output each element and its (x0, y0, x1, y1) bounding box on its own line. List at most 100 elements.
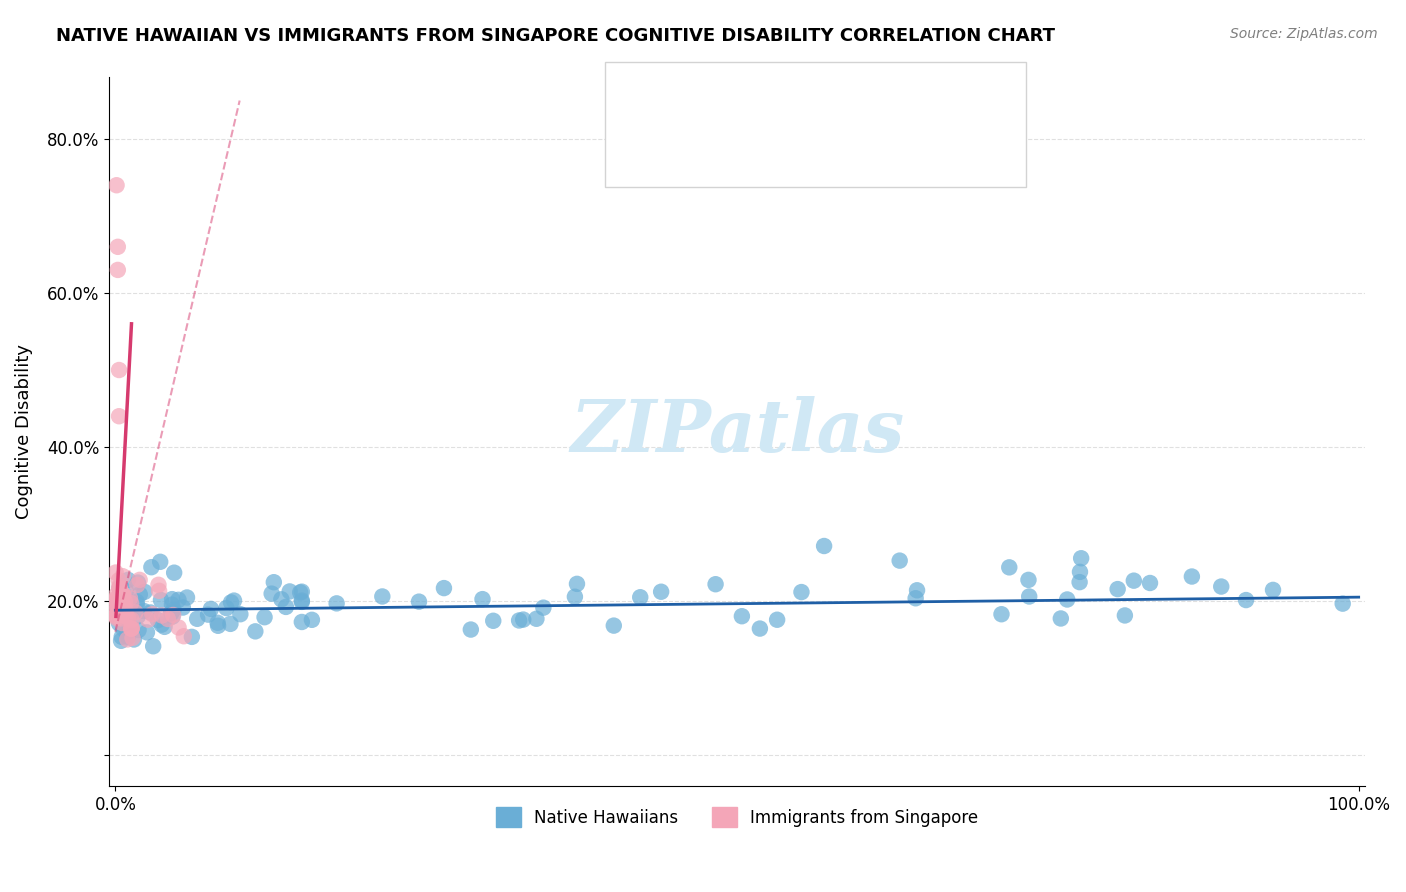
Native Hawaiians (112, 622, 135, 636)
Native Hawaiians (408, 594, 430, 608)
Immigrants from Singapore (117, 632, 139, 647)
Immigrants from Singapore (104, 593, 127, 607)
Text: NATIVE HAWAIIAN VS IMMIGRANTS FROM SINGAPORE COGNITIVE DISABILITY CORRELATION CH: NATIVE HAWAIIAN VS IMMIGRANTS FROM SINGA… (56, 27, 1056, 45)
Native Hawaiians (149, 593, 172, 607)
Native Hawaiians (1114, 608, 1136, 623)
Immigrants from Singapore (111, 602, 134, 616)
Immigrants from Singapore (108, 582, 131, 596)
Native Hawaiians (118, 601, 141, 615)
Immigrants from Singapore (104, 609, 127, 624)
Native Hawaiians (471, 592, 494, 607)
Immigrants from Singapore (104, 591, 127, 606)
Native Hawaiians (118, 599, 141, 614)
Immigrants from Singapore (127, 578, 149, 592)
Immigrants from Singapore (105, 608, 128, 623)
Native Hawaiians (117, 573, 139, 587)
Immigrants from Singapore (107, 592, 129, 607)
Native Hawaiians (160, 607, 183, 621)
Native Hawaiians (162, 602, 184, 616)
Immigrants from Singapore (112, 588, 135, 602)
Native Hawaiians (1018, 590, 1040, 604)
Immigrants from Singapore (112, 588, 135, 602)
Native Hawaiians (1056, 592, 1078, 607)
Native Hawaiians (219, 595, 242, 609)
Native Hawaiians (107, 597, 129, 611)
Immigrants from Singapore (120, 596, 142, 610)
Immigrants from Singapore (105, 178, 128, 193)
Native Hawaiians (1139, 576, 1161, 591)
Immigrants from Singapore (148, 578, 170, 592)
Immigrants from Singapore (107, 240, 129, 254)
Native Hawaiians (748, 622, 770, 636)
Native Hawaiians (603, 618, 626, 632)
Text: Source: ZipAtlas.com: Source: ZipAtlas.com (1230, 27, 1378, 41)
Native Hawaiians (291, 584, 314, 599)
Native Hawaiians (207, 619, 229, 633)
Native Hawaiians (197, 607, 219, 622)
Native Hawaiians (117, 611, 139, 625)
Immigrants from Singapore (118, 591, 141, 606)
Native Hawaiians (990, 607, 1012, 622)
Immigrants from Singapore (104, 599, 127, 614)
Immigrants from Singapore (108, 409, 131, 424)
Native Hawaiians (1331, 597, 1354, 611)
Native Hawaiians (125, 598, 148, 612)
Immigrants from Singapore (173, 629, 195, 643)
Native Hawaiians (160, 592, 183, 607)
Native Hawaiians (207, 615, 229, 630)
Immigrants from Singapore (136, 613, 159, 627)
Immigrants from Singapore (108, 582, 131, 596)
Native Hawaiians (482, 614, 505, 628)
Immigrants from Singapore (167, 620, 190, 634)
Native Hawaiians (141, 560, 163, 574)
Native Hawaiians (1017, 573, 1039, 587)
Native Hawaiians (176, 591, 198, 605)
Native Hawaiians (128, 587, 150, 601)
Immigrants from Singapore (121, 631, 143, 645)
Native Hawaiians (628, 591, 651, 605)
Native Hawaiians (135, 625, 157, 640)
Native Hawaiians (110, 633, 132, 648)
Immigrants from Singapore (148, 583, 170, 598)
Immigrants from Singapore (110, 595, 132, 609)
Text: R = 0.176   N = 114: R = 0.176 N = 114 (658, 89, 839, 107)
Immigrants from Singapore (124, 605, 146, 619)
Native Hawaiians (371, 590, 394, 604)
Native Hawaiians (905, 583, 928, 598)
Native Hawaiians (889, 553, 911, 567)
Native Hawaiians (998, 560, 1021, 574)
Native Hawaiians (291, 595, 314, 609)
Native Hawaiians (127, 575, 149, 590)
Native Hawaiians (263, 575, 285, 590)
Native Hawaiians (180, 630, 202, 644)
Immigrants from Singapore (107, 263, 129, 277)
Native Hawaiians (134, 585, 156, 599)
Immigrants from Singapore (105, 611, 128, 625)
Immigrants from Singapore (111, 587, 134, 601)
Immigrants from Singapore (111, 615, 134, 630)
Native Hawaiians (108, 616, 131, 631)
Native Hawaiians (1107, 582, 1129, 596)
Immigrants from Singapore (120, 622, 142, 636)
Native Hawaiians (301, 613, 323, 627)
Native Hawaiians (270, 592, 292, 607)
Native Hawaiians (278, 584, 301, 599)
Native Hawaiians (115, 601, 138, 615)
Immigrants from Singapore (105, 588, 128, 602)
Native Hawaiians (1181, 569, 1204, 583)
Native Hawaiians (1069, 575, 1091, 590)
Native Hawaiians (150, 617, 173, 632)
Immigrants from Singapore (141, 607, 163, 622)
Native Hawaiians (1261, 582, 1284, 597)
Native Hawaiians (1069, 565, 1091, 579)
Immigrants from Singapore (114, 608, 136, 623)
Immigrants from Singapore (111, 599, 134, 613)
Native Hawaiians (260, 587, 283, 601)
Native Hawaiians (731, 609, 754, 624)
Immigrants from Singapore (107, 605, 129, 619)
Native Hawaiians (127, 609, 149, 624)
Native Hawaiians (114, 599, 136, 614)
Native Hawaiians (160, 606, 183, 620)
Native Hawaiians (904, 591, 927, 606)
Legend: Native Hawaiians, Immigrants from Singapore: Native Hawaiians, Immigrants from Singap… (489, 800, 984, 834)
